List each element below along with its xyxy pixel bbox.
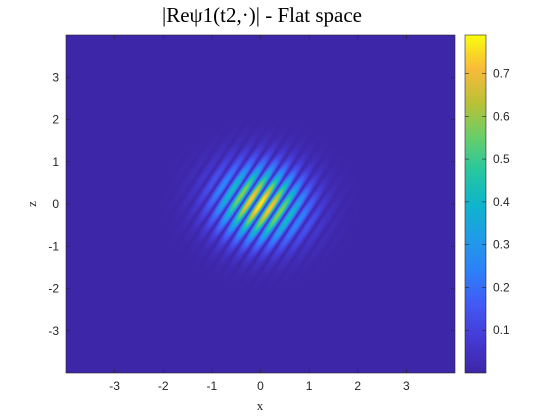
- x-tick-label: -3: [109, 379, 120, 393]
- x-tick-label: -1: [207, 379, 218, 393]
- y-tick-label: -1: [48, 239, 59, 253]
- y-tick-label: 3: [52, 70, 59, 84]
- y-tick-label: 1: [52, 155, 59, 169]
- colorbar-tick-label: 0.5: [493, 152, 510, 166]
- colorbar-tick-label: 0.7: [493, 67, 510, 81]
- colorbar-tick-label: 0.1: [493, 323, 510, 337]
- y-tick-label: -2: [48, 282, 59, 296]
- x-tick-label: -2: [158, 379, 169, 393]
- y-axis-label: z: [24, 201, 39, 207]
- colorbar-tick-label: 0.4: [493, 195, 510, 209]
- x-tick-label: 1: [306, 379, 313, 393]
- x-tick-label: 3: [403, 379, 410, 393]
- colorbar-ticks: 0.7 0.6 0.5 0.4 0.3 0.2 0.1: [465, 67, 510, 337]
- x-axis-ticks: -3 -2 -1 0 1 2 3: [109, 35, 410, 393]
- colorbar-tick-label: 0.3: [493, 238, 510, 252]
- x-tick-label: 2: [354, 379, 361, 393]
- x-tick-label: 0: [257, 379, 264, 393]
- colorbar: 0.7 0.6 0.5 0.4 0.3 0.2 0.1: [464, 34, 510, 374]
- plot-area: [65, 34, 456, 374]
- heatmap-image: [66, 35, 455, 373]
- x-axis-label: x: [257, 398, 264, 413]
- colorbar-tick-label: 0.2: [493, 280, 510, 294]
- colorbar-gradient: [465, 35, 486, 373]
- y-tick-label: -3: [48, 324, 59, 338]
- y-tick-label: 0: [52, 197, 59, 211]
- colorbar-tick-label: 0.6: [493, 109, 510, 123]
- y-axis-ticks: 3 2 1 0 -1 -2 -3: [48, 70, 455, 338]
- y-tick-label: 2: [52, 113, 59, 127]
- chart-title: |Reψ1(t2,·)| - Flat space: [162, 3, 362, 27]
